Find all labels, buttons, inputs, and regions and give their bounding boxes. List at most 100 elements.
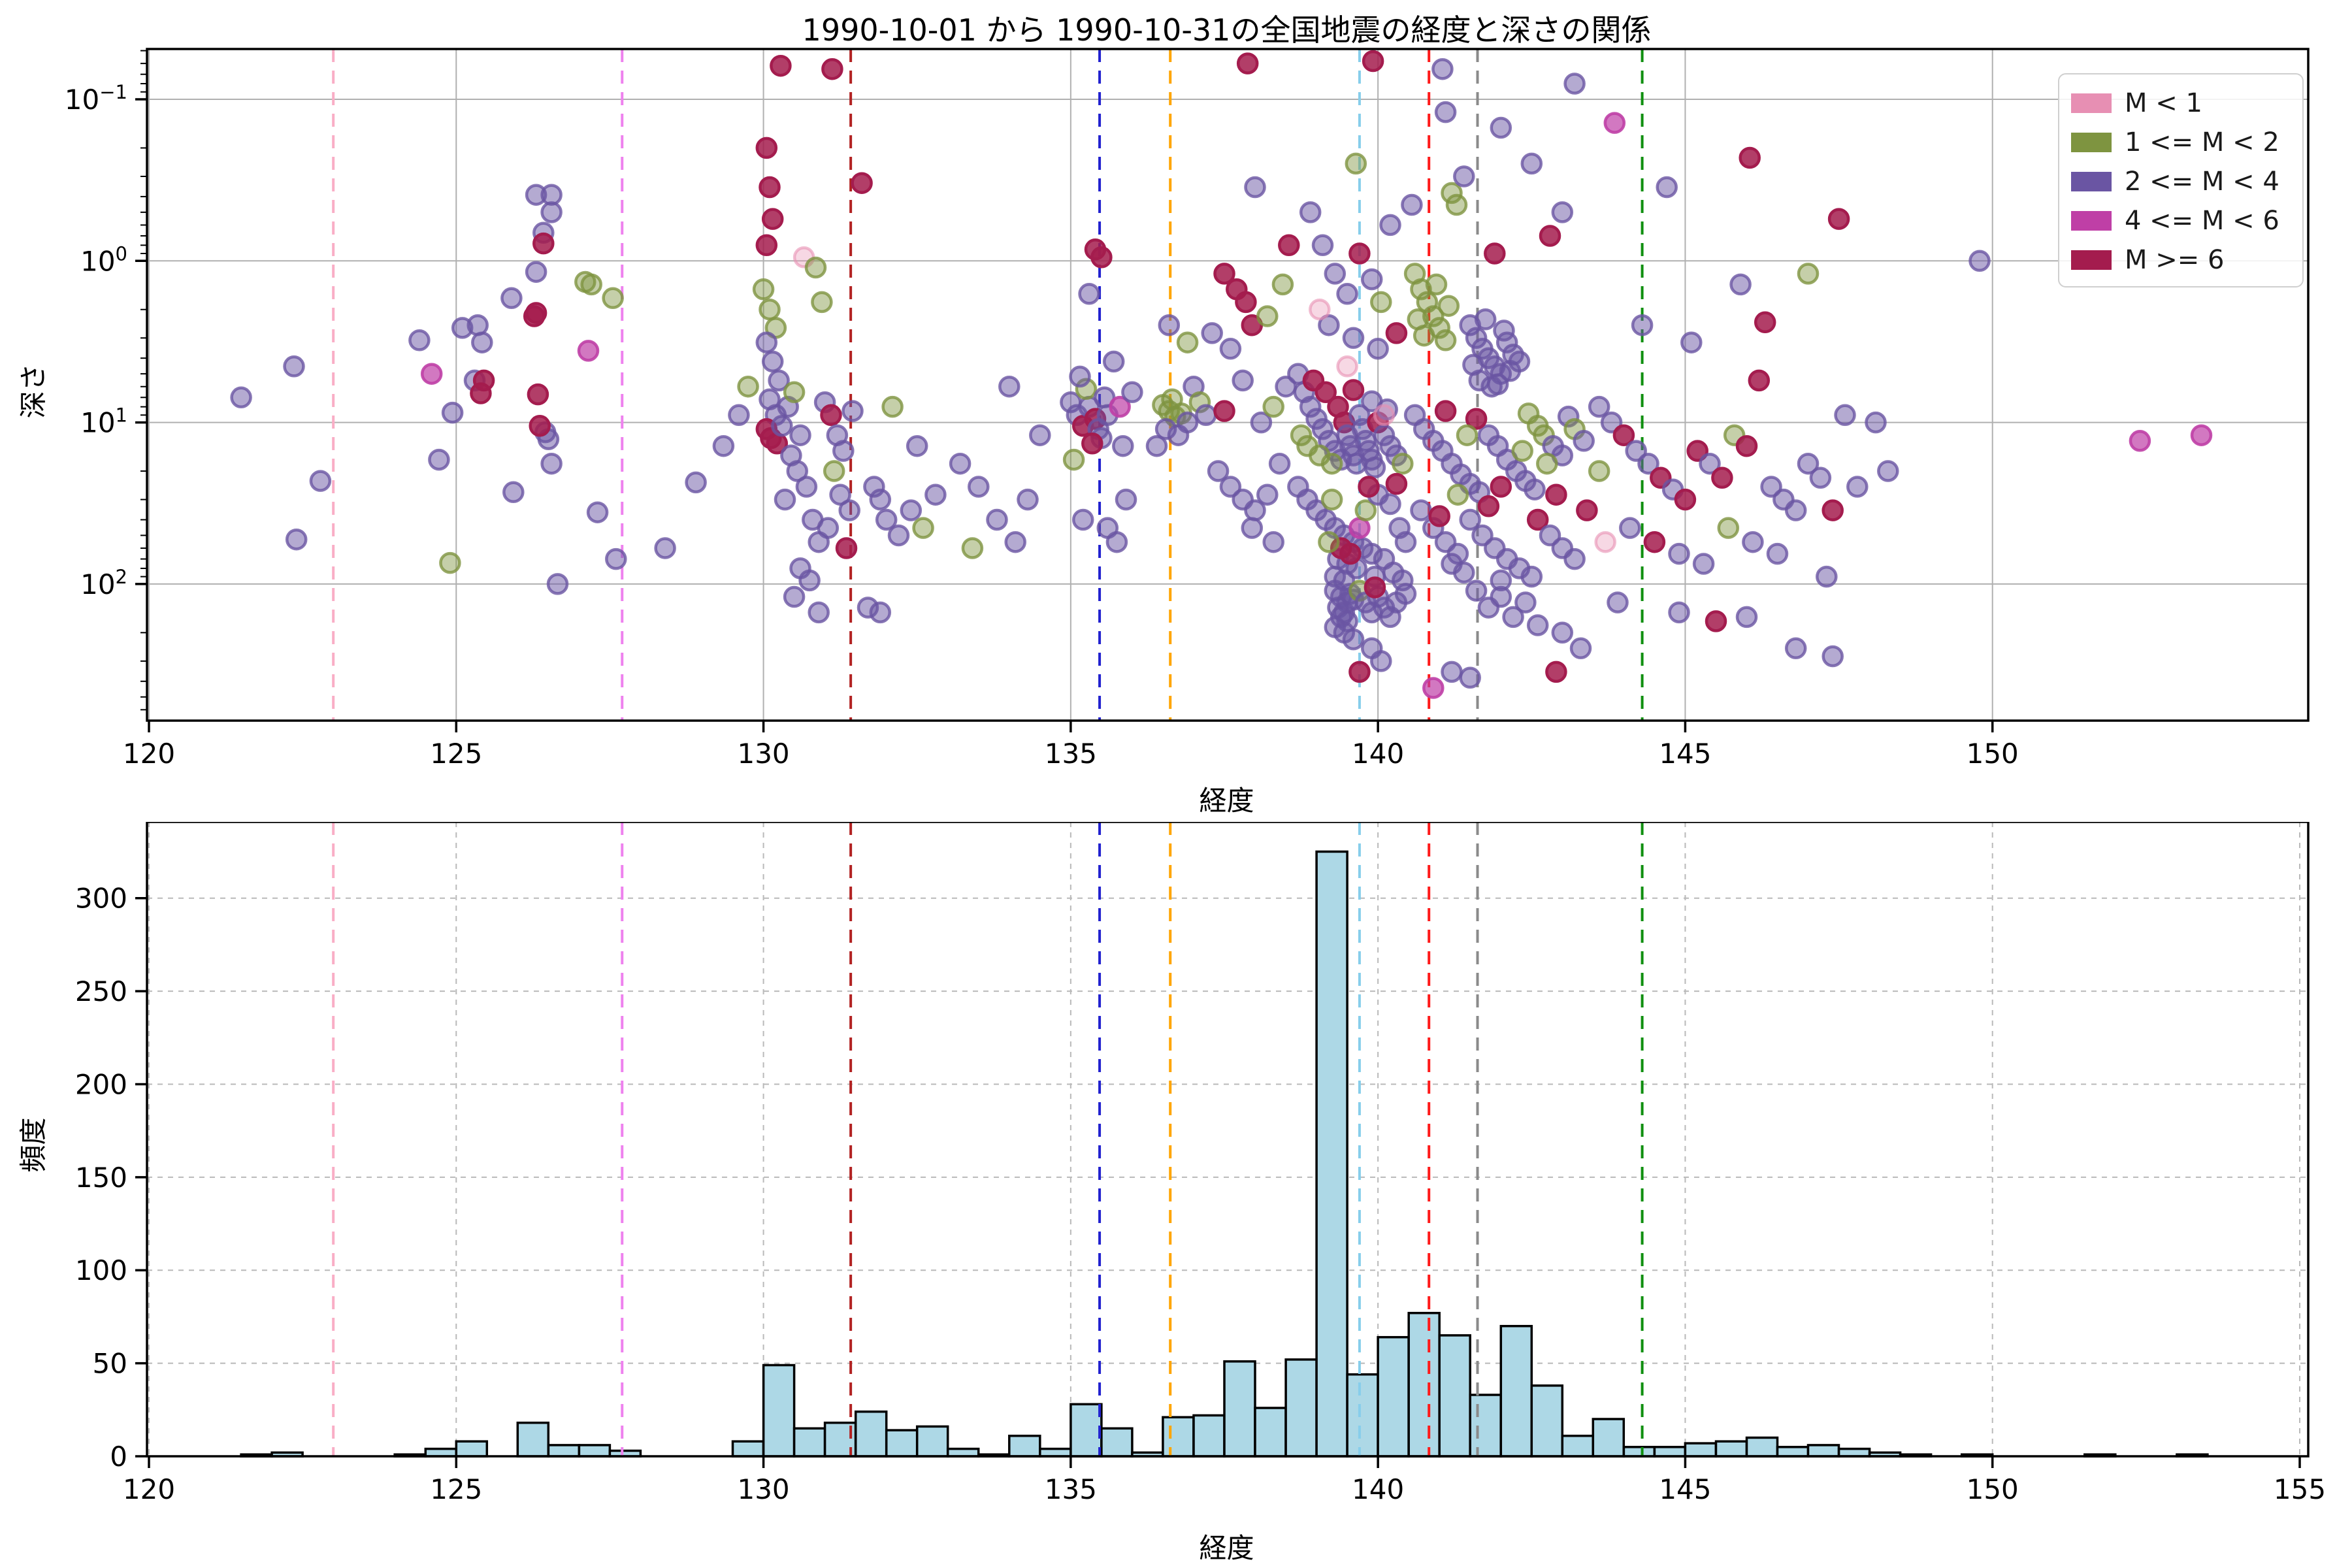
histogram-bar [1653,1446,1687,1458]
scatter-point [1207,460,1230,482]
scatter-point [1235,291,1257,314]
scatter-point [821,57,843,80]
scatter-point [529,415,551,437]
histogram-bar [1346,1373,1379,1458]
scatter-point [441,401,464,424]
scatter-point [737,375,759,398]
scatter-point [1668,542,1690,565]
scatter-point [472,369,495,392]
scatter-point [420,363,443,385]
scatter-point [546,573,569,595]
y-tick-label: 300 [75,883,127,915]
scatter-point [949,452,972,475]
scatter-point [1250,411,1273,434]
scatter-point [1643,531,1666,553]
scatter-point [1545,661,1567,683]
histogram-bar [1745,1436,1779,1458]
scatter-point [1428,505,1450,527]
scatter-point [1345,152,1367,175]
scatter-point [761,350,784,373]
legend-item: M < 1 [2059,84,2302,123]
scatter-point [1244,176,1266,199]
scatter-point [783,381,806,404]
scatter-point [1410,499,1432,521]
scatter-point [577,340,600,362]
scatter-point [1176,331,1199,353]
scatter-point [1668,601,1690,624]
scatter-point [851,172,873,194]
scatter-point [998,375,1021,398]
scatter-point [783,585,806,608]
scatter-point [869,601,892,624]
scatter-point [1490,585,1512,608]
scatter-point [1797,452,1820,475]
scatter-point [1486,373,1509,395]
histogram-bar [1223,1360,1256,1458]
scatter-point [1062,448,1085,471]
scatter-point [1766,542,1789,565]
legend-item: M >= 6 [2059,240,2302,280]
y-tick-label: 250 [75,975,127,1007]
histogram-xaxis-label: 経度 [1199,1532,1254,1564]
scatter-point [1809,466,1832,489]
scatter-point [1358,476,1380,498]
scatter-point [1262,395,1284,418]
scatter-point [1431,57,1454,80]
scatter-point [1619,517,1641,539]
histogram-bar [1714,1440,1748,1458]
scatter-point [309,470,332,492]
histogram-bar [547,1444,581,1458]
scatter-point [1502,606,1524,629]
scatter-point [1236,52,1259,74]
scatter-point [770,54,792,77]
scatter-point [1612,424,1635,446]
legend-label: M >= 6 [2125,245,2225,275]
scatter-point [1318,531,1340,553]
scatter-point [728,404,750,427]
scatter-point [1563,547,1586,570]
scatter-point [532,232,555,255]
scatter-point [1748,369,1771,392]
x-tick-label: 140 [1352,1473,1404,1505]
scatter-point [1360,268,1383,291]
scatter-point [1631,314,1654,336]
legend-swatch-4-6 [2071,211,2112,231]
scatter-point [1462,353,1484,376]
scatter-point [1453,165,1475,188]
scatter-point [771,415,793,437]
x-tick-label: 125 [430,1473,482,1505]
scatter-point [1539,524,1561,547]
scatter-point [1674,488,1697,511]
scatter-point [1692,553,1715,575]
scatter-point [1520,565,1543,588]
scatter-point [968,476,990,498]
legend-item: 4 <= M < 6 [2059,201,2302,240]
scatter-point [1514,591,1537,613]
scatter-point [1102,350,1125,373]
scatter-point [1465,408,1488,430]
scatter-point [1865,411,1887,434]
scatter-point [1370,291,1392,314]
histogram-plot: 120 125 130 135 140 145 150 155 0 50 100 150 200 250 3… [75,822,2326,1505]
scatter-point [1656,176,1678,199]
scatter-point [1112,434,1134,457]
scatter-point [1320,452,1343,475]
scatter-yaxis-label: 深さ [17,363,50,419]
x-tick-label: 150 [1967,1473,2019,1505]
scatter-point [1315,381,1337,404]
histogram-bar [1561,1434,1595,1458]
scatter-point [1407,308,1429,331]
scatter-point [1607,591,1629,613]
scatter-point [1115,488,1137,511]
scatter-point [900,499,923,521]
scatter-point [1846,476,1869,498]
scatter-point [1490,476,1512,498]
scatter-point [1588,395,1610,418]
scatter-point [1262,531,1284,553]
scatter-point [1342,628,1365,651]
scatter-point [439,551,461,574]
scatter-point [1536,452,1558,475]
scatter-point [789,424,811,446]
scatter-plot: 120 125 130 135 140 145 150 10−1 100 101 102 [65,48,2310,770]
scatter-point [1474,308,1497,331]
